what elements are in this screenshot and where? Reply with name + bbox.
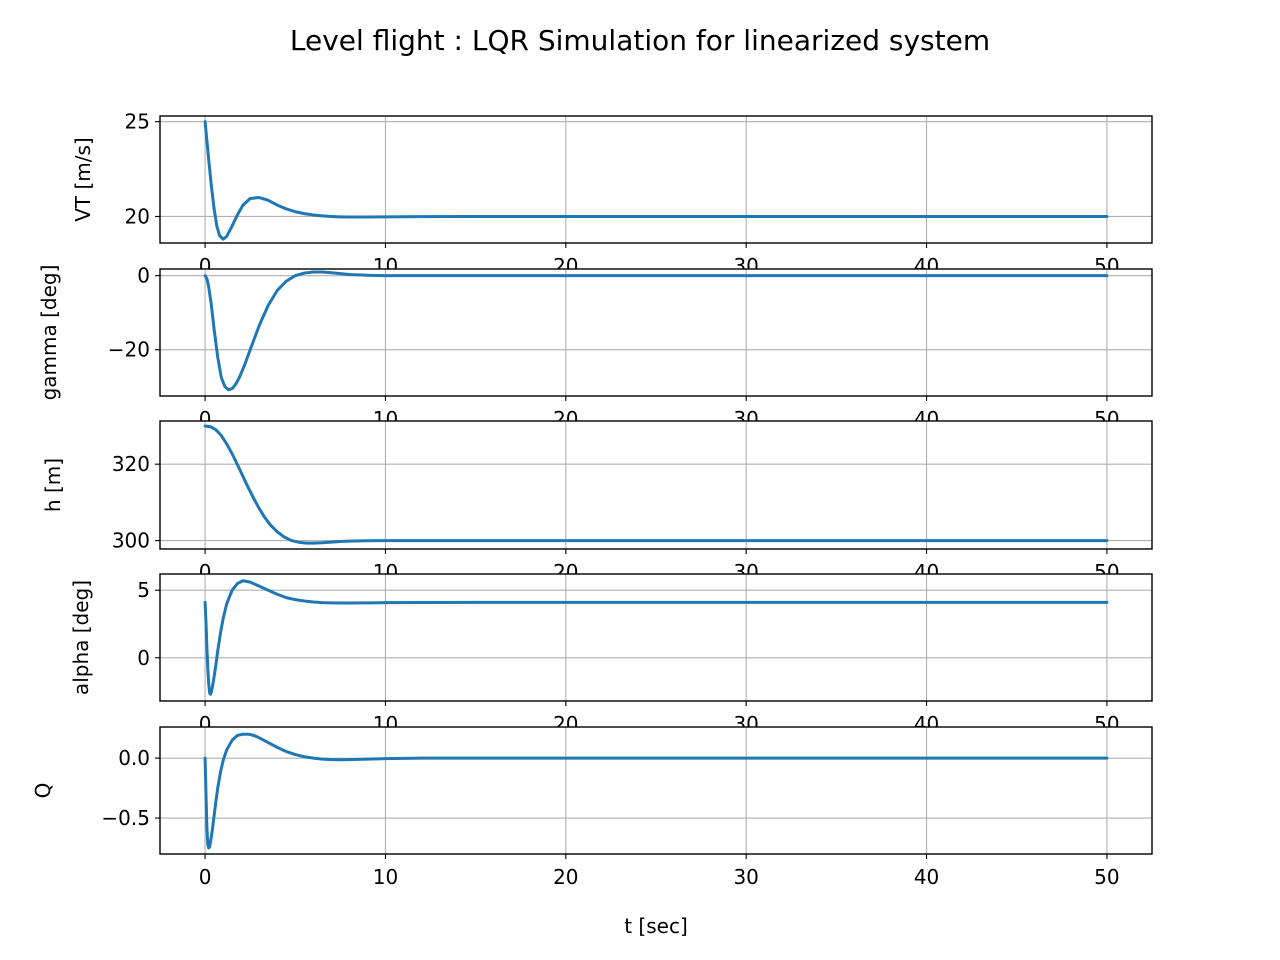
y-axis-label: Q	[31, 783, 55, 799]
x-tick-label: 30	[733, 865, 758, 889]
x-tick-label: 20	[553, 865, 578, 889]
y-tick-label: −0.5	[101, 806, 150, 830]
series-line	[203, 270, 1109, 392]
series-line	[203, 424, 1109, 545]
subplot-5: 0 10 20 30 40 50 0.0 −0.5 Q	[31, 726, 1153, 889]
y-axis-label: alpha [deg]	[69, 580, 93, 695]
axes-frame	[159, 573, 1153, 702]
y-tick-label: −20	[108, 338, 150, 362]
y-tick-label: 20	[125, 204, 150, 228]
x-tick-label: 10	[373, 865, 398, 889]
x-tick-label: 50	[1094, 865, 1119, 889]
y-axis-label: VT [m/s]	[71, 137, 95, 222]
x-tick-label: 40	[914, 865, 939, 889]
axes-frame	[159, 726, 1153, 855]
axes-frame	[159, 268, 1153, 397]
plot-area	[160, 269, 1152, 396]
y-tick-label: 5	[137, 578, 150, 602]
series-line	[203, 579, 1109, 696]
plot-area	[160, 421, 1152, 549]
plot-area	[160, 116, 1152, 243]
y-tick-label: 320	[112, 452, 150, 476]
y-tick-label: 25	[125, 110, 150, 134]
figure-suptitle: Level flight : LQR Simulation for linear…	[290, 24, 990, 57]
y-axis-label: h [m]	[41, 458, 65, 512]
y-tick-label: 0	[137, 264, 150, 288]
x-tick-label: 0	[199, 865, 212, 889]
y-tick-label: 0.0	[118, 746, 150, 770]
axes-frame	[159, 115, 1153, 244]
series-line	[203, 732, 1109, 850]
axes-frame	[159, 420, 1153, 550]
plot-area	[160, 574, 1152, 701]
series-line	[203, 120, 1109, 241]
plot-area	[160, 727, 1152, 854]
y-tick-label: 0	[137, 646, 150, 670]
y-tick-label: 300	[112, 529, 150, 553]
y-axis-label: gamma [deg]	[37, 265, 61, 401]
x-axis-label: t [sec]	[624, 914, 688, 938]
